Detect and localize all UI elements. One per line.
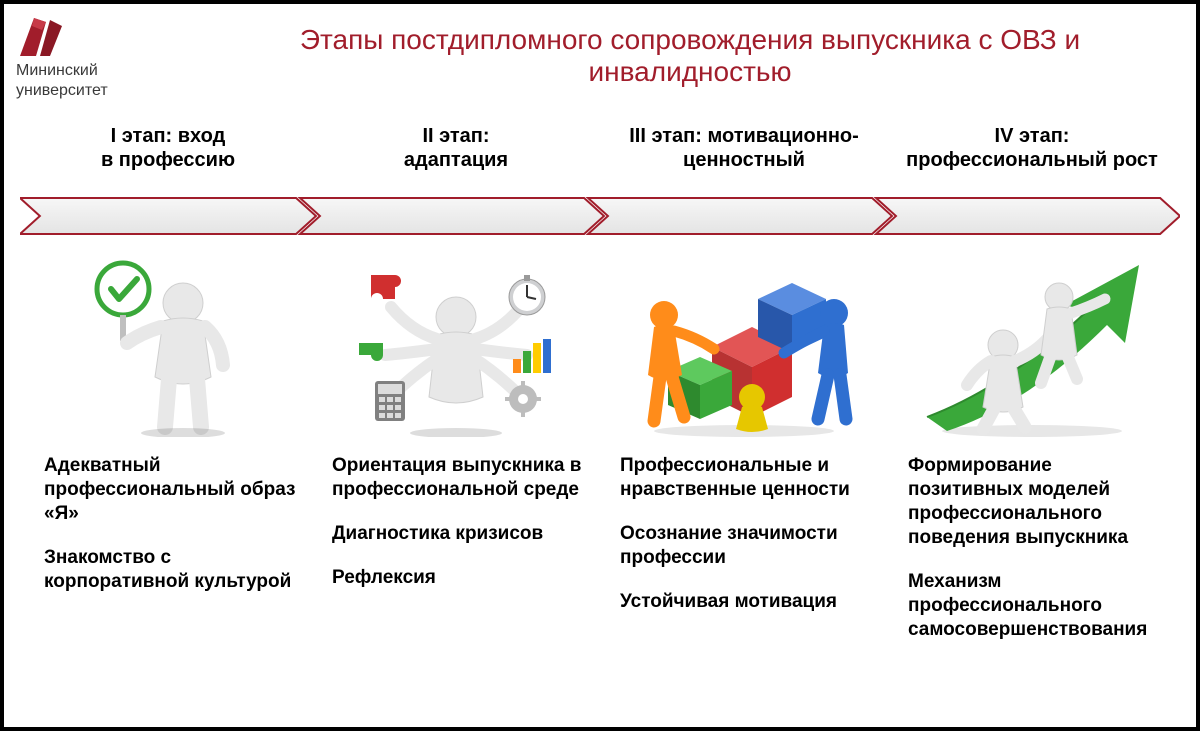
figures-boxes-icon (624, 257, 864, 437)
logo-text-1: Мининский (16, 62, 176, 80)
title-text: Этапы постдипломного сопровождения выпус… (204, 24, 1176, 88)
stage-3-icon-cell (600, 252, 888, 442)
stage-1-icon-cell (24, 252, 312, 442)
arrow-segment-2 (300, 198, 604, 234)
stage-2-desc: Ориентация выпускника в профессиональной… (312, 454, 600, 662)
arrow-segment-4 (876, 198, 1180, 234)
stage-4-bullet-2: Механизм профессионального самосовершенс… (908, 570, 1166, 642)
stage-heading-3: III этап: мотивационно-ценностный (600, 124, 888, 172)
stage-2-bullet-1: Ориентация выпускника в профессиональной… (332, 454, 590, 502)
logo: Мининский университет (16, 16, 176, 100)
stage-4-icon-cell (888, 252, 1176, 442)
stage-2-bullet-2: Диагностика кризисов (332, 522, 590, 546)
logo-text-2: университет (16, 82, 176, 100)
stage-1-bullet-2: Знакомство с корпоративной культурой (44, 546, 302, 594)
arrow-segment-1 (20, 198, 316, 234)
process-arrow (20, 196, 1180, 236)
stage-heading-1: I этап: входв профессию (24, 124, 312, 172)
stage-4-bullet-1: Формирование позитивных моделей професси… (908, 454, 1166, 550)
arrow-segment-3 (588, 198, 892, 234)
stage-2-icon-cell (312, 252, 600, 442)
figures-arrow-up-icon (917, 257, 1147, 437)
logo-icon (16, 16, 70, 60)
page-title: Этапы постдипломного сопровождения выпус… (204, 24, 1176, 88)
slide: Мининский университет Этапы постдипломно… (0, 0, 1200, 731)
stage-3-desc: Профессиональные и нравственные ценности… (600, 454, 888, 662)
stage-icons-row (24, 252, 1176, 442)
stage-3-bullet-3: Устойчивая мотивация (620, 590, 878, 614)
stage-1-desc: Адекватный профессиональный образ «Я» Зн… (24, 454, 312, 662)
stage-2-bullet-3: Рефлексия (332, 566, 590, 590)
stage-1-bullet-1: Адекватный профессиональный образ «Я» (44, 454, 302, 526)
figure-multitask-icon (341, 257, 571, 437)
stage-3-bullet-2: Осознание значимости профессии (620, 522, 878, 570)
figure-checkmark-icon (83, 257, 253, 437)
stage-heading-4: IV этап:профессиональный рост (888, 124, 1176, 172)
stage-4-desc: Формирование позитивных моделей професси… (888, 454, 1176, 662)
stage-descriptions-row: Адекватный профессиональный образ «Я» Зн… (24, 454, 1176, 662)
stage-heading-2: II этап:адаптация (312, 124, 600, 172)
stage-headings-row: I этап: входв профессию II этап:адаптаци… (24, 124, 1176, 172)
stage-3-bullet-1: Профессиональные и нравственные ценности (620, 454, 878, 502)
